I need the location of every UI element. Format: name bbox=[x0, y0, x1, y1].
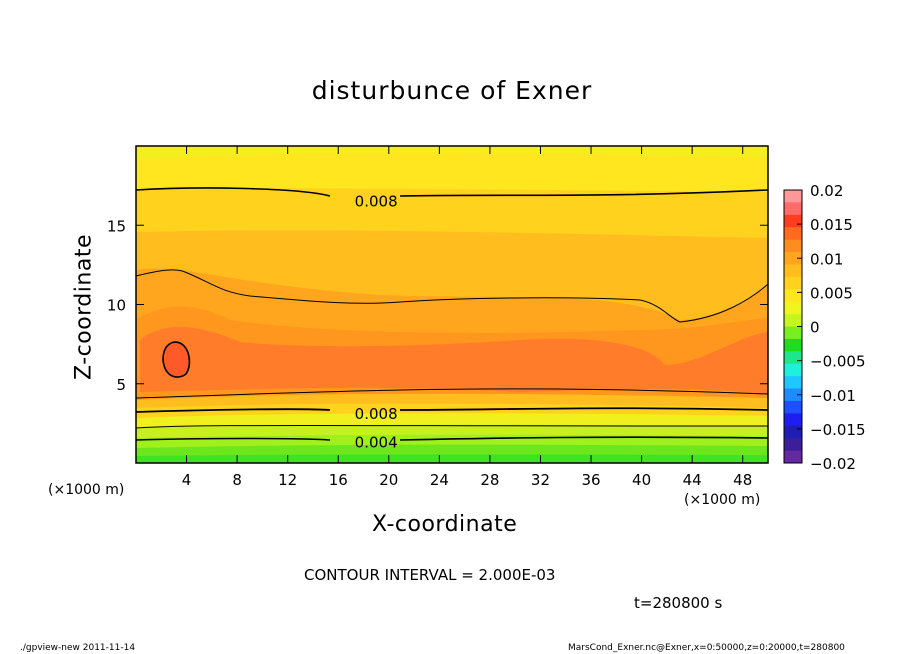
contour-label: 0.008 bbox=[355, 192, 398, 210]
contour-line-lower-1 bbox=[135, 388, 769, 399]
colorbar-segment bbox=[784, 252, 802, 265]
colorbar-tick-label: 0.015 bbox=[810, 216, 853, 234]
filled-contours bbox=[136, 146, 768, 463]
colorbar-segment bbox=[784, 450, 802, 464]
contour-lines bbox=[135, 187, 769, 441]
x-tick-label: 24 bbox=[430, 471, 449, 489]
band-green-3 bbox=[136, 454, 768, 463]
colorbar-segment bbox=[784, 338, 802, 352]
y-tick-label: 15 bbox=[107, 217, 126, 235]
y-axis-ticks: 5 10 15 bbox=[107, 217, 768, 394]
x-tick-label: 28 bbox=[480, 471, 499, 489]
colorbar-segment bbox=[784, 190, 802, 203]
colorbar-segment bbox=[784, 388, 802, 402]
x-tick-label: 48 bbox=[733, 471, 752, 489]
colorbar-segment bbox=[784, 264, 802, 278]
x-tick-label: 8 bbox=[232, 471, 242, 489]
x-tick-label: 36 bbox=[581, 471, 600, 489]
contour-line-cell bbox=[162, 341, 191, 378]
y-tick-label: 5 bbox=[116, 376, 126, 394]
footer-left-text: ./gpview-new 2011-11-14 bbox=[20, 643, 136, 653]
colorbar-segment bbox=[784, 214, 802, 228]
band-red-cell bbox=[163, 342, 190, 378]
colorbar-tick-label: 0 bbox=[810, 319, 820, 337]
colorbar-tick-label: −0.01 bbox=[810, 387, 856, 405]
contour-line-lower-4a bbox=[135, 437, 331, 441]
x-tick-label: 20 bbox=[379, 471, 398, 489]
colorbar-segment bbox=[784, 413, 802, 427]
colorbar-segment bbox=[784, 425, 802, 439]
x-unit-label-right: (×1000 m) bbox=[684, 492, 761, 508]
chart-title: disturbunce of Exner bbox=[311, 76, 593, 105]
colorbar-segment bbox=[784, 276, 802, 290]
x-tick-label: 44 bbox=[683, 471, 702, 489]
contour-interval-text: CONTOUR INTERVAL = 2.000E-03 bbox=[304, 566, 556, 584]
contour-line-upper-a bbox=[135, 187, 331, 197]
contour-line-lower-2b bbox=[399, 407, 769, 411]
x-axis-label: X-coordinate bbox=[372, 512, 518, 537]
x-axis-ticks: 4 8 12 16 20 24 28 32 36 40 44 48 bbox=[182, 146, 752, 489]
band-red-orange bbox=[140, 327, 768, 395]
colorbar-tick-label: 0.02 bbox=[810, 182, 843, 200]
colorbar-segment bbox=[784, 351, 802, 365]
colorbar-segment bbox=[784, 239, 802, 253]
contour-line-lower-3 bbox=[135, 425, 769, 429]
colorbar-tick-label: −0.015 bbox=[810, 421, 866, 439]
colorbar: 0.02 0.015 0.01 0.005 0 −0.005 −0.01 −0.015 −0.0… bbox=[783, 182, 866, 473]
colorbar-tick-label: −0.005 bbox=[810, 353, 866, 371]
colorbar-segment bbox=[784, 326, 802, 340]
colorbar-segment bbox=[784, 289, 802, 303]
x-tick-label: 40 bbox=[632, 471, 651, 489]
colorbar-tick-label: 0.01 bbox=[810, 250, 843, 268]
colorbar-segment bbox=[784, 227, 802, 241]
colorbar-tick-label: 0.005 bbox=[810, 284, 853, 302]
footer-right-text: MarsCond_Exner.nc@Exner,x=0:50000,z=0:20… bbox=[568, 643, 845, 653]
colorbar-segment bbox=[784, 202, 802, 216]
contour-label: 0.008 bbox=[355, 405, 398, 423]
x-unit-label-left: (×1000 m) bbox=[48, 482, 125, 498]
contour-line-lower-2a bbox=[135, 408, 331, 413]
contour-line-upper-b bbox=[399, 189, 769, 197]
contour-line-lower-4b bbox=[399, 436, 769, 441]
colorbar-segment bbox=[784, 400, 802, 414]
y-tick-label: 10 bbox=[107, 297, 126, 315]
colorbar-segment bbox=[784, 438, 802, 452]
colorbar-segment bbox=[784, 301, 802, 315]
colorbar-segment bbox=[784, 376, 802, 390]
x-tick-label: 4 bbox=[182, 471, 192, 489]
contour-line-mid bbox=[135, 269, 769, 323]
colorbar-segment bbox=[784, 363, 802, 377]
x-tick-label: 16 bbox=[329, 471, 348, 489]
contour-label: 0.004 bbox=[355, 433, 398, 451]
colorbar-tick-label: −0.02 bbox=[810, 455, 856, 473]
colorbar-segment bbox=[784, 314, 802, 327]
time-text: t=280800 s bbox=[634, 594, 723, 612]
contour-labels: 0.008 0.008 0.004 bbox=[355, 192, 398, 451]
x-tick-label: 32 bbox=[531, 471, 550, 489]
x-tick-label: 12 bbox=[278, 471, 297, 489]
